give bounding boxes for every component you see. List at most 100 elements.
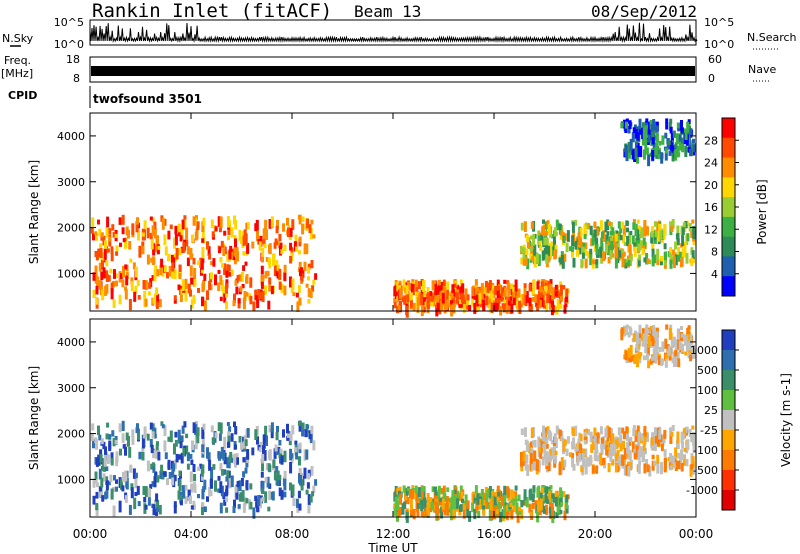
velocity-cell <box>153 427 157 439</box>
power-cell <box>531 296 535 302</box>
velocity-cell <box>207 452 211 462</box>
power-cell <box>173 237 176 249</box>
power-cell <box>141 246 145 255</box>
power-cell <box>227 229 231 235</box>
power-cell <box>268 277 272 285</box>
velocity-cell <box>278 474 282 481</box>
power-cell <box>459 299 462 305</box>
velocity-cell <box>190 459 194 465</box>
velocity-cell <box>676 444 680 450</box>
velocity-cell <box>141 438 145 449</box>
colorbar-tick-label: 24 <box>704 157 718 170</box>
velocity-cell <box>614 462 618 473</box>
velocity-cell <box>587 429 591 436</box>
velocity-cell <box>621 427 625 434</box>
power-cell <box>461 292 464 304</box>
velocity-cell <box>684 351 688 356</box>
velocity-cell <box>496 496 500 502</box>
velocity-cell <box>545 507 549 515</box>
velocity-cell <box>296 507 300 513</box>
velocity-cell <box>163 424 167 437</box>
velocity-cell <box>605 440 609 449</box>
power-cell <box>643 149 646 160</box>
velocity-cell <box>610 443 613 448</box>
power-cell <box>625 121 628 129</box>
power-cell <box>477 286 481 298</box>
velocity-cell <box>628 449 632 461</box>
velocity-cell <box>304 429 308 438</box>
velocity-cell <box>623 447 627 460</box>
power-cell <box>464 288 468 300</box>
velocity-cell <box>274 444 278 452</box>
velocity-cell <box>177 429 181 441</box>
velocity-cell <box>305 489 309 495</box>
velocity-cell <box>185 433 189 439</box>
colorbar-frame <box>721 329 736 511</box>
power-cell <box>534 294 538 303</box>
power-cell <box>94 265 98 274</box>
power-cell <box>235 247 239 254</box>
velocity-cell <box>416 507 420 517</box>
power-cell <box>621 221 625 229</box>
velocity-cell <box>115 486 118 492</box>
power-cell <box>607 221 611 226</box>
power-cell <box>311 285 315 292</box>
power-cell <box>196 221 200 229</box>
power-cell <box>290 247 294 257</box>
velocity-cell <box>161 424 165 429</box>
power-cell <box>226 264 230 272</box>
power-cell <box>278 234 282 242</box>
power-cell <box>289 227 293 237</box>
velocity-cell <box>609 428 613 439</box>
power-cell <box>298 297 302 306</box>
power-cell <box>433 280 437 287</box>
colorbar-swatch <box>722 276 735 297</box>
velocity-cell <box>173 474 177 482</box>
velocity-cell <box>536 487 540 498</box>
velocity-cell <box>226 457 230 469</box>
power-cell <box>518 303 522 314</box>
power-cell <box>678 134 682 142</box>
power-cell <box>128 241 132 250</box>
power-cell <box>494 298 498 307</box>
velocity-cell <box>600 437 604 444</box>
velocity-cell <box>110 488 114 498</box>
power-cell <box>171 271 175 279</box>
power-cell <box>436 302 440 312</box>
velocity-cell <box>546 499 550 504</box>
velocity-cell <box>201 503 205 507</box>
power-cell <box>442 279 446 292</box>
velocity-cell <box>167 459 171 470</box>
power-cell <box>255 295 259 300</box>
velocity-cell <box>279 448 283 454</box>
velocity-cell <box>638 460 642 465</box>
velocity-cell <box>223 469 227 475</box>
velocity-cell <box>155 507 159 512</box>
power-cell <box>515 296 519 309</box>
velocity-cell <box>228 478 232 489</box>
colorbar-tick-label: 20 <box>704 179 718 192</box>
power-cell <box>115 280 118 287</box>
velocity-cell <box>102 473 106 482</box>
colorbar-tick-label: 500 <box>697 364 718 377</box>
power-cell <box>296 301 300 312</box>
power-cell <box>459 279 463 286</box>
velocity-cell <box>530 427 534 439</box>
velocity-cell <box>619 434 623 444</box>
power-cell <box>287 227 290 238</box>
velocity-cell <box>650 437 654 446</box>
power-cell <box>520 222 524 231</box>
velocity-cell <box>542 431 546 442</box>
power-cell <box>303 243 307 255</box>
power-cell <box>638 254 642 261</box>
power-cell <box>652 119 656 130</box>
power-cell <box>282 223 285 232</box>
velocity-cell <box>523 489 527 498</box>
power-cell <box>671 136 674 147</box>
power-cell <box>124 289 128 300</box>
velocity-cell <box>230 458 233 463</box>
power-cell <box>687 146 691 153</box>
power-cell <box>692 225 696 235</box>
velocity-cell <box>221 469 225 476</box>
velocity-cell <box>482 509 486 516</box>
